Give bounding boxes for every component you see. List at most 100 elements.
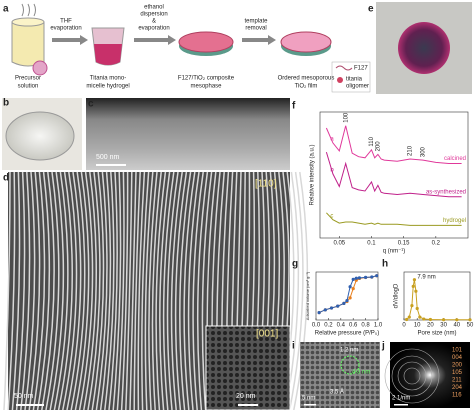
beaker-top <box>11 17 45 27</box>
x-tick-label: 0.2 <box>324 323 333 329</box>
marker <box>442 318 446 322</box>
arrow-label: template <box>244 19 268 25</box>
series-label: c <box>330 213 333 219</box>
highlight <box>340 355 360 375</box>
ring-label: 105 <box>452 370 463 376</box>
series-line <box>325 125 462 164</box>
series-line <box>325 151 462 198</box>
channel <box>179 171 192 410</box>
channel <box>32 171 46 410</box>
marker <box>345 299 349 303</box>
arrow-label: evaporation <box>50 26 81 32</box>
plot-frame <box>319 111 469 239</box>
x-tick-label: 50 <box>467 323 474 329</box>
marker <box>414 289 418 293</box>
panel-label: f <box>292 101 296 112</box>
arrow-label: removal <box>245 26 266 32</box>
tem-inset <box>205 325 291 410</box>
x-tick-label: 0 <box>402 323 406 329</box>
marker <box>418 315 422 319</box>
x-tick-label: 20 <box>427 323 434 329</box>
x-tick-label: 0.15 <box>398 241 410 247</box>
marker <box>317 311 321 315</box>
channel <box>24 171 36 410</box>
channel <box>41 171 55 410</box>
marker <box>329 306 334 310</box>
schematic <box>11 3 371 93</box>
channel <box>151 171 162 410</box>
hrtem-image <box>300 342 380 408</box>
x-tick-label: 0.0 <box>312 323 321 329</box>
panel-label: i <box>292 341 295 352</box>
marker <box>411 284 415 288</box>
micelle <box>32 60 48 76</box>
channel <box>74 171 90 410</box>
ring-label: 116 <box>452 393 462 399</box>
channel <box>170 171 183 410</box>
panel-label: j <box>381 341 385 352</box>
ring <box>403 367 421 385</box>
channel <box>187 171 200 410</box>
coated-wafer <box>398 22 450 74</box>
f127-icon <box>335 65 353 71</box>
zone-axis: [001] <box>256 329 278 340</box>
x-tick-label: 0.2 <box>432 241 441 247</box>
channel <box>3 171 11 410</box>
panel-label: a <box>3 4 9 15</box>
arrow-head <box>80 35 88 45</box>
marker <box>354 276 358 280</box>
marker <box>455 318 459 322</box>
marker <box>428 317 432 322</box>
y-axis-label: dV/dlogD <box>394 283 400 308</box>
ring-label: 204 <box>452 385 463 391</box>
mesoporous-film <box>280 31 332 53</box>
channel <box>57 171 73 410</box>
x-axis-label: q (nm⁻¹) <box>383 249 406 255</box>
step-label: F127/TiO₂ composite <box>178 76 235 82</box>
marker <box>405 317 409 322</box>
arrow-label: THF <box>60 19 72 25</box>
x-tick-label: 0.05 <box>333 241 345 247</box>
panel-label: g <box>292 259 298 270</box>
channel <box>78 171 94 410</box>
series-name: as-synthesized <box>426 189 466 195</box>
ring <box>397 361 427 391</box>
marker <box>412 278 417 282</box>
channel <box>112 171 122 410</box>
marker <box>415 306 419 311</box>
step-label: TiO₂ film <box>295 84 318 90</box>
sem-image <box>86 98 290 170</box>
x-axis-label: Relative pressure (P/P₀) <box>315 331 380 337</box>
channel <box>144 171 154 410</box>
panel-label: d <box>3 173 9 184</box>
scale-bar <box>394 404 408 406</box>
x-tick-label: 40 <box>453 323 460 329</box>
zone-axis: [110] <box>255 179 277 190</box>
annotation: 4.3 nm <box>352 370 370 376</box>
channel <box>120 171 129 410</box>
peak-label: 100 <box>343 112 349 123</box>
scale-bar <box>304 404 316 406</box>
legend-label: oligomer <box>346 84 369 90</box>
peak-label: 200 <box>375 141 381 152</box>
marker <box>348 296 352 300</box>
channel <box>62 171 78 410</box>
channel <box>288 171 304 410</box>
ring-label: 200 <box>452 363 463 369</box>
ring <box>384 348 440 404</box>
scale-label: 50 nm <box>14 393 34 400</box>
channel <box>155 171 167 410</box>
annotation: 7.9 nm <box>417 274 435 280</box>
step-label: micelle hydrogel <box>86 84 129 90</box>
scale-label: 20 nm <box>236 393 256 400</box>
ring-label: 101 <box>452 348 463 354</box>
channel <box>36 171 51 410</box>
marker <box>410 304 414 308</box>
legend-label: F127 <box>354 66 368 72</box>
channel <box>108 171 118 410</box>
y-axis-label: Adsorbed volume (cm³ g⁻¹) <box>305 271 310 320</box>
series-line <box>406 279 470 321</box>
beaker <box>11 21 45 67</box>
channel <box>104 171 115 410</box>
